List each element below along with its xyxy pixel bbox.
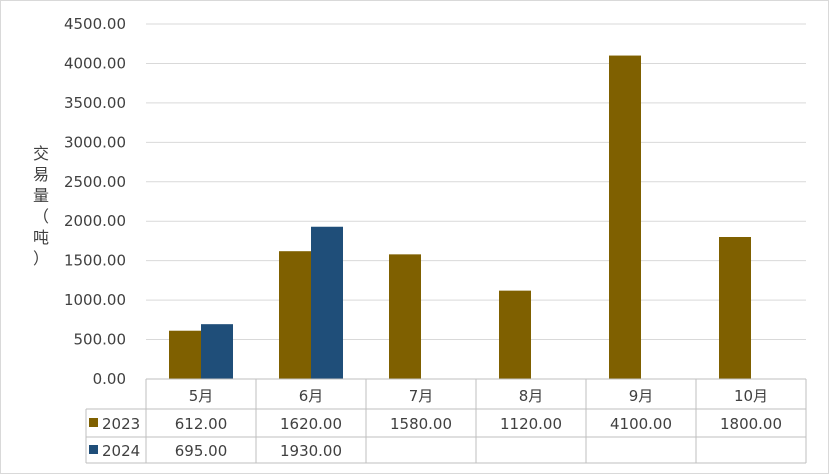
legend-key-2023 [89, 418, 98, 427]
category-label: 8月 [519, 387, 544, 405]
y-tick-label: 0.00 [93, 370, 126, 388]
category-label: 7月 [409, 387, 434, 405]
bar-2023-10月 [719, 237, 751, 379]
data-table-cell: 4100.00 [610, 415, 672, 433]
y-tick-label: 2000.00 [64, 212, 126, 230]
y-tick-label: 500.00 [74, 331, 127, 349]
bar-2023-9月 [609, 55, 641, 380]
data-table-cell: 1800.00 [720, 415, 782, 433]
category-label: 9月 [629, 387, 654, 405]
data-table-cell: 1120.00 [500, 415, 562, 433]
bar-2024-5月 [201, 324, 233, 379]
y-tick-label: 2500.00 [64, 173, 126, 191]
category-label: 5月 [189, 387, 214, 405]
category-label: 10月 [734, 387, 768, 405]
y-tick-label: 4500.00 [64, 15, 126, 33]
data-table-cell: 612.00 [175, 415, 228, 433]
bar-2023-7月 [389, 254, 421, 379]
y-tick-label: 1000.00 [64, 291, 126, 309]
legend-label: 2024 [102, 442, 140, 460]
data-table-cell: 1580.00 [390, 415, 452, 433]
y-axis-title: 交易量（吨） [33, 144, 49, 268]
y-tick-label: 1500.00 [64, 252, 126, 270]
data-table-cell: 1620.00 [280, 415, 342, 433]
category-label: 6月 [299, 387, 324, 405]
y-tick-label: 4000.00 [64, 54, 126, 72]
legend-label: 2023 [102, 415, 140, 433]
bar-2024-6月 [311, 226, 343, 379]
y-tick-label: 3500.00 [64, 94, 126, 112]
bar-2023-6月 [279, 251, 311, 379]
y-tick-label: 3000.00 [64, 133, 126, 151]
bar-2023-5月 [169, 330, 201, 379]
bar-2023-8月 [499, 290, 531, 379]
data-table-cell: 695.00 [175, 442, 228, 460]
legend-key-2024 [89, 445, 98, 454]
data-table-cell: 1930.00 [280, 442, 342, 460]
